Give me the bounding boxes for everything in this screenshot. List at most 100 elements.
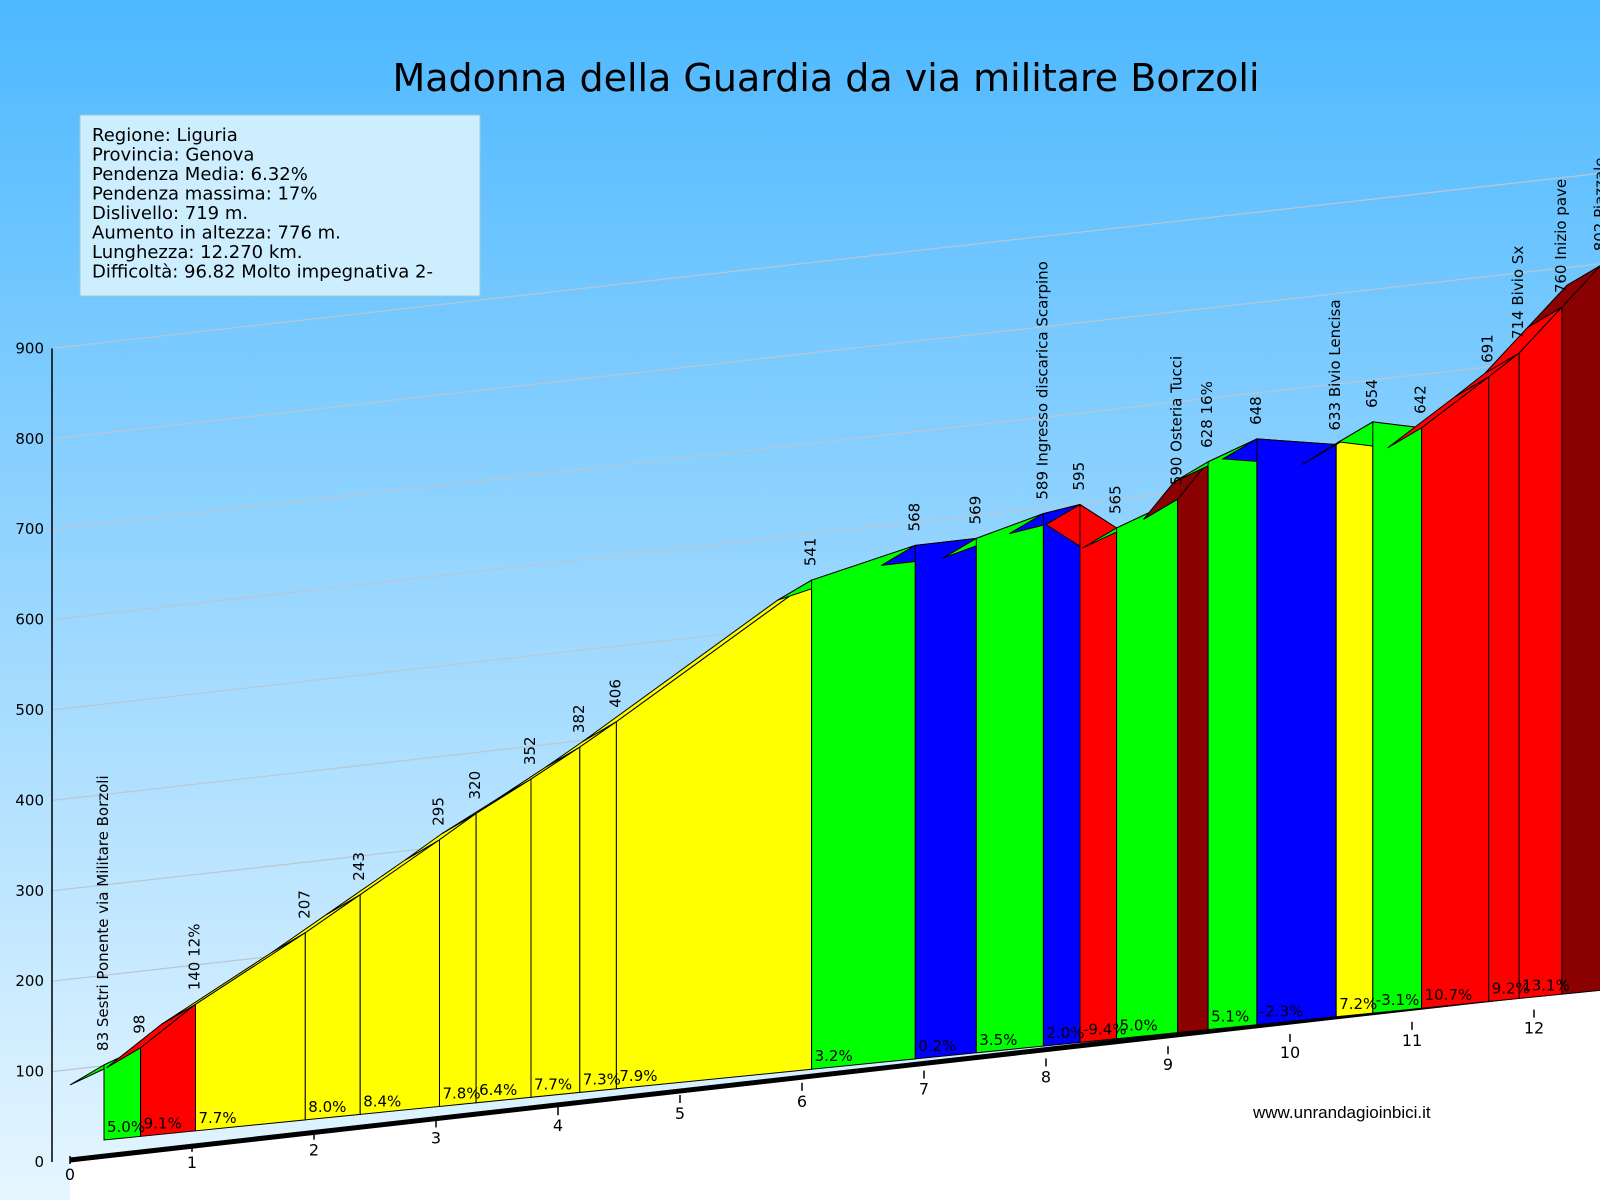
x-tick-label: 8 bbox=[1041, 1067, 1051, 1086]
waypoint-label: 382 bbox=[570, 704, 588, 733]
y-tick-label: 200 bbox=[15, 972, 44, 990]
gradient-label: 7.8% bbox=[443, 1084, 481, 1102]
waypoint-label: 565 bbox=[1107, 485, 1125, 514]
waypoint-label: 295 bbox=[430, 797, 448, 826]
segment-face bbox=[914, 537, 977, 1060]
gradient-label: 0.2% bbox=[918, 1037, 956, 1055]
waypoint-label: 320 bbox=[466, 771, 484, 800]
x-tick-label: 6 bbox=[797, 1092, 807, 1111]
segment-face bbox=[1518, 305, 1563, 1000]
waypoint-label: 691 bbox=[1479, 334, 1497, 363]
info-line: Provincia: Genova bbox=[92, 145, 254, 166]
grid-line bbox=[51, 263, 1600, 440]
waypoint-label: 590 Osteria Tucci bbox=[1168, 356, 1186, 485]
waypoint-label: 633 Bivio Lencisa bbox=[1326, 299, 1344, 430]
x-tick-label: 12 bbox=[1524, 1019, 1544, 1038]
waypoint-label: 568 bbox=[905, 503, 923, 532]
gradient-label: 9.1% bbox=[144, 1114, 182, 1132]
segment-face bbox=[1177, 460, 1209, 1034]
segment-face bbox=[1335, 421, 1374, 1018]
profile-segment bbox=[496, 746, 581, 1098]
waypoint-label: 83 Sestri Ponente via Militare Borzoli bbox=[94, 775, 112, 1051]
x-tick-label: 9 bbox=[1163, 1055, 1173, 1074]
profile-segment bbox=[1045, 503, 1118, 1043]
ground-fill bbox=[70, 987, 1600, 1200]
segment-face bbox=[1421, 375, 1490, 1009]
waypoint-label: 595 bbox=[1070, 462, 1088, 491]
gradient-label: 5.0% bbox=[107, 1118, 145, 1136]
waypoint-label: 207 bbox=[295, 890, 313, 919]
gradient-label: 8.4% bbox=[363, 1092, 401, 1110]
segment-face bbox=[579, 720, 617, 1093]
gradient-label: 7.9% bbox=[619, 1067, 657, 1085]
waypoint-label: 760 Inizio pave bbox=[1552, 179, 1570, 293]
y-tick-label: 400 bbox=[15, 791, 44, 809]
info-line: Pendenza Media: 6.32% bbox=[92, 164, 308, 185]
gradient-label: 7.3% bbox=[583, 1070, 621, 1088]
gradient-label: 10.7% bbox=[1425, 986, 1473, 1004]
segment-face bbox=[975, 512, 1044, 1054]
waypoint-label: 569 bbox=[966, 496, 984, 525]
profile-segment bbox=[1387, 375, 1490, 1009]
info-line: Lunghezza: 12.270 km. bbox=[92, 242, 303, 263]
segment-face bbox=[1116, 498, 1179, 1040]
info-line: Regione: Liguria bbox=[92, 125, 238, 146]
x-tick-label: 4 bbox=[553, 1116, 563, 1135]
waypoint-label: 98 bbox=[131, 1015, 149, 1034]
info-line: Dislivello: 719 m. bbox=[92, 203, 248, 224]
x-tick-label: 0 bbox=[65, 1165, 75, 1184]
gradient-label: 5.1% bbox=[1211, 1008, 1249, 1026]
y-tick-label: 100 bbox=[15, 1063, 44, 1081]
segment-top bbox=[1527, 265, 1600, 328]
segment-face bbox=[1079, 503, 1118, 1043]
y-tick-label: 0 bbox=[34, 1153, 44, 1171]
y-axis: 0 100 200 300 400 500 600 700 800 900 bbox=[15, 339, 53, 1171]
gradient-label: 3.5% bbox=[979, 1031, 1017, 1049]
segment-face bbox=[1256, 438, 1337, 1026]
profile-segment bbox=[881, 537, 977, 1060]
x-tick-label: 2 bbox=[309, 1141, 319, 1160]
gradient-label: 3.2% bbox=[815, 1047, 853, 1065]
x-tick-label: 3 bbox=[431, 1128, 441, 1147]
segment-face bbox=[1207, 438, 1258, 1031]
x-tick-label: 10 bbox=[1280, 1043, 1300, 1062]
waypoint-label: 654 bbox=[1363, 379, 1381, 408]
segment-face bbox=[1561, 265, 1600, 995]
gradient-label: -3.1% bbox=[1376, 991, 1420, 1009]
profile-segments bbox=[69, 265, 1600, 1141]
segment-face bbox=[439, 812, 477, 1108]
website-credit: www.unrandagioinbici.it bbox=[1252, 1103, 1431, 1122]
waypoint-label: 648 bbox=[1247, 396, 1265, 425]
y-tick-label: 800 bbox=[15, 430, 44, 448]
waypoint-label: 589 Ingresso discarica Scarpino bbox=[1033, 261, 1051, 499]
chart-title: Madonna della Guardia da via militare Bo… bbox=[392, 56, 1259, 100]
gradient-label: 7.7% bbox=[199, 1109, 237, 1127]
gradient-label: 6.4% bbox=[479, 1081, 517, 1099]
grid-line bbox=[51, 172, 1600, 349]
gradient-label: 7.7% bbox=[534, 1075, 572, 1093]
x-tick-label: 1 bbox=[187, 1153, 197, 1172]
profile-segment bbox=[106, 1003, 196, 1137]
profile-segment bbox=[1173, 438, 1258, 1031]
segment-face bbox=[530, 746, 581, 1098]
waypoint-label: 802 Piazzale bbox=[1591, 157, 1600, 251]
info-box-lines: Regione: Liguria Provincia: Genova Pendenz… bbox=[92, 125, 433, 283]
waypoint-label: 406 bbox=[606, 679, 624, 708]
x-tick-label: 11 bbox=[1402, 1031, 1422, 1050]
waypoint-label: 714 Bivio Sx bbox=[1509, 246, 1527, 339]
gradient-label: 8.0% bbox=[308, 1098, 346, 1116]
profile-segment bbox=[545, 720, 617, 1093]
x-tick-label: 7 bbox=[919, 1080, 929, 1099]
segment-face bbox=[811, 544, 916, 1070]
waypoint-label: 140 12% bbox=[186, 924, 204, 991]
gradient-label: 5.0% bbox=[1120, 1017, 1158, 1035]
gradient-labels: 5.0%9.1% 7.7%8.0% 8.4% 7.8%6.4% 7.7% 7.3%7.9%… bbox=[107, 976, 1570, 1136]
gradient-label: 2.0% bbox=[1046, 1024, 1084, 1042]
info-line: Aumento in altezza: 776 m. bbox=[92, 223, 341, 244]
segment-face bbox=[1372, 421, 1423, 1014]
y-tick-label: 900 bbox=[15, 339, 44, 357]
gradient-label: 9.2% bbox=[1492, 980, 1530, 998]
segment-face bbox=[1042, 503, 1081, 1047]
